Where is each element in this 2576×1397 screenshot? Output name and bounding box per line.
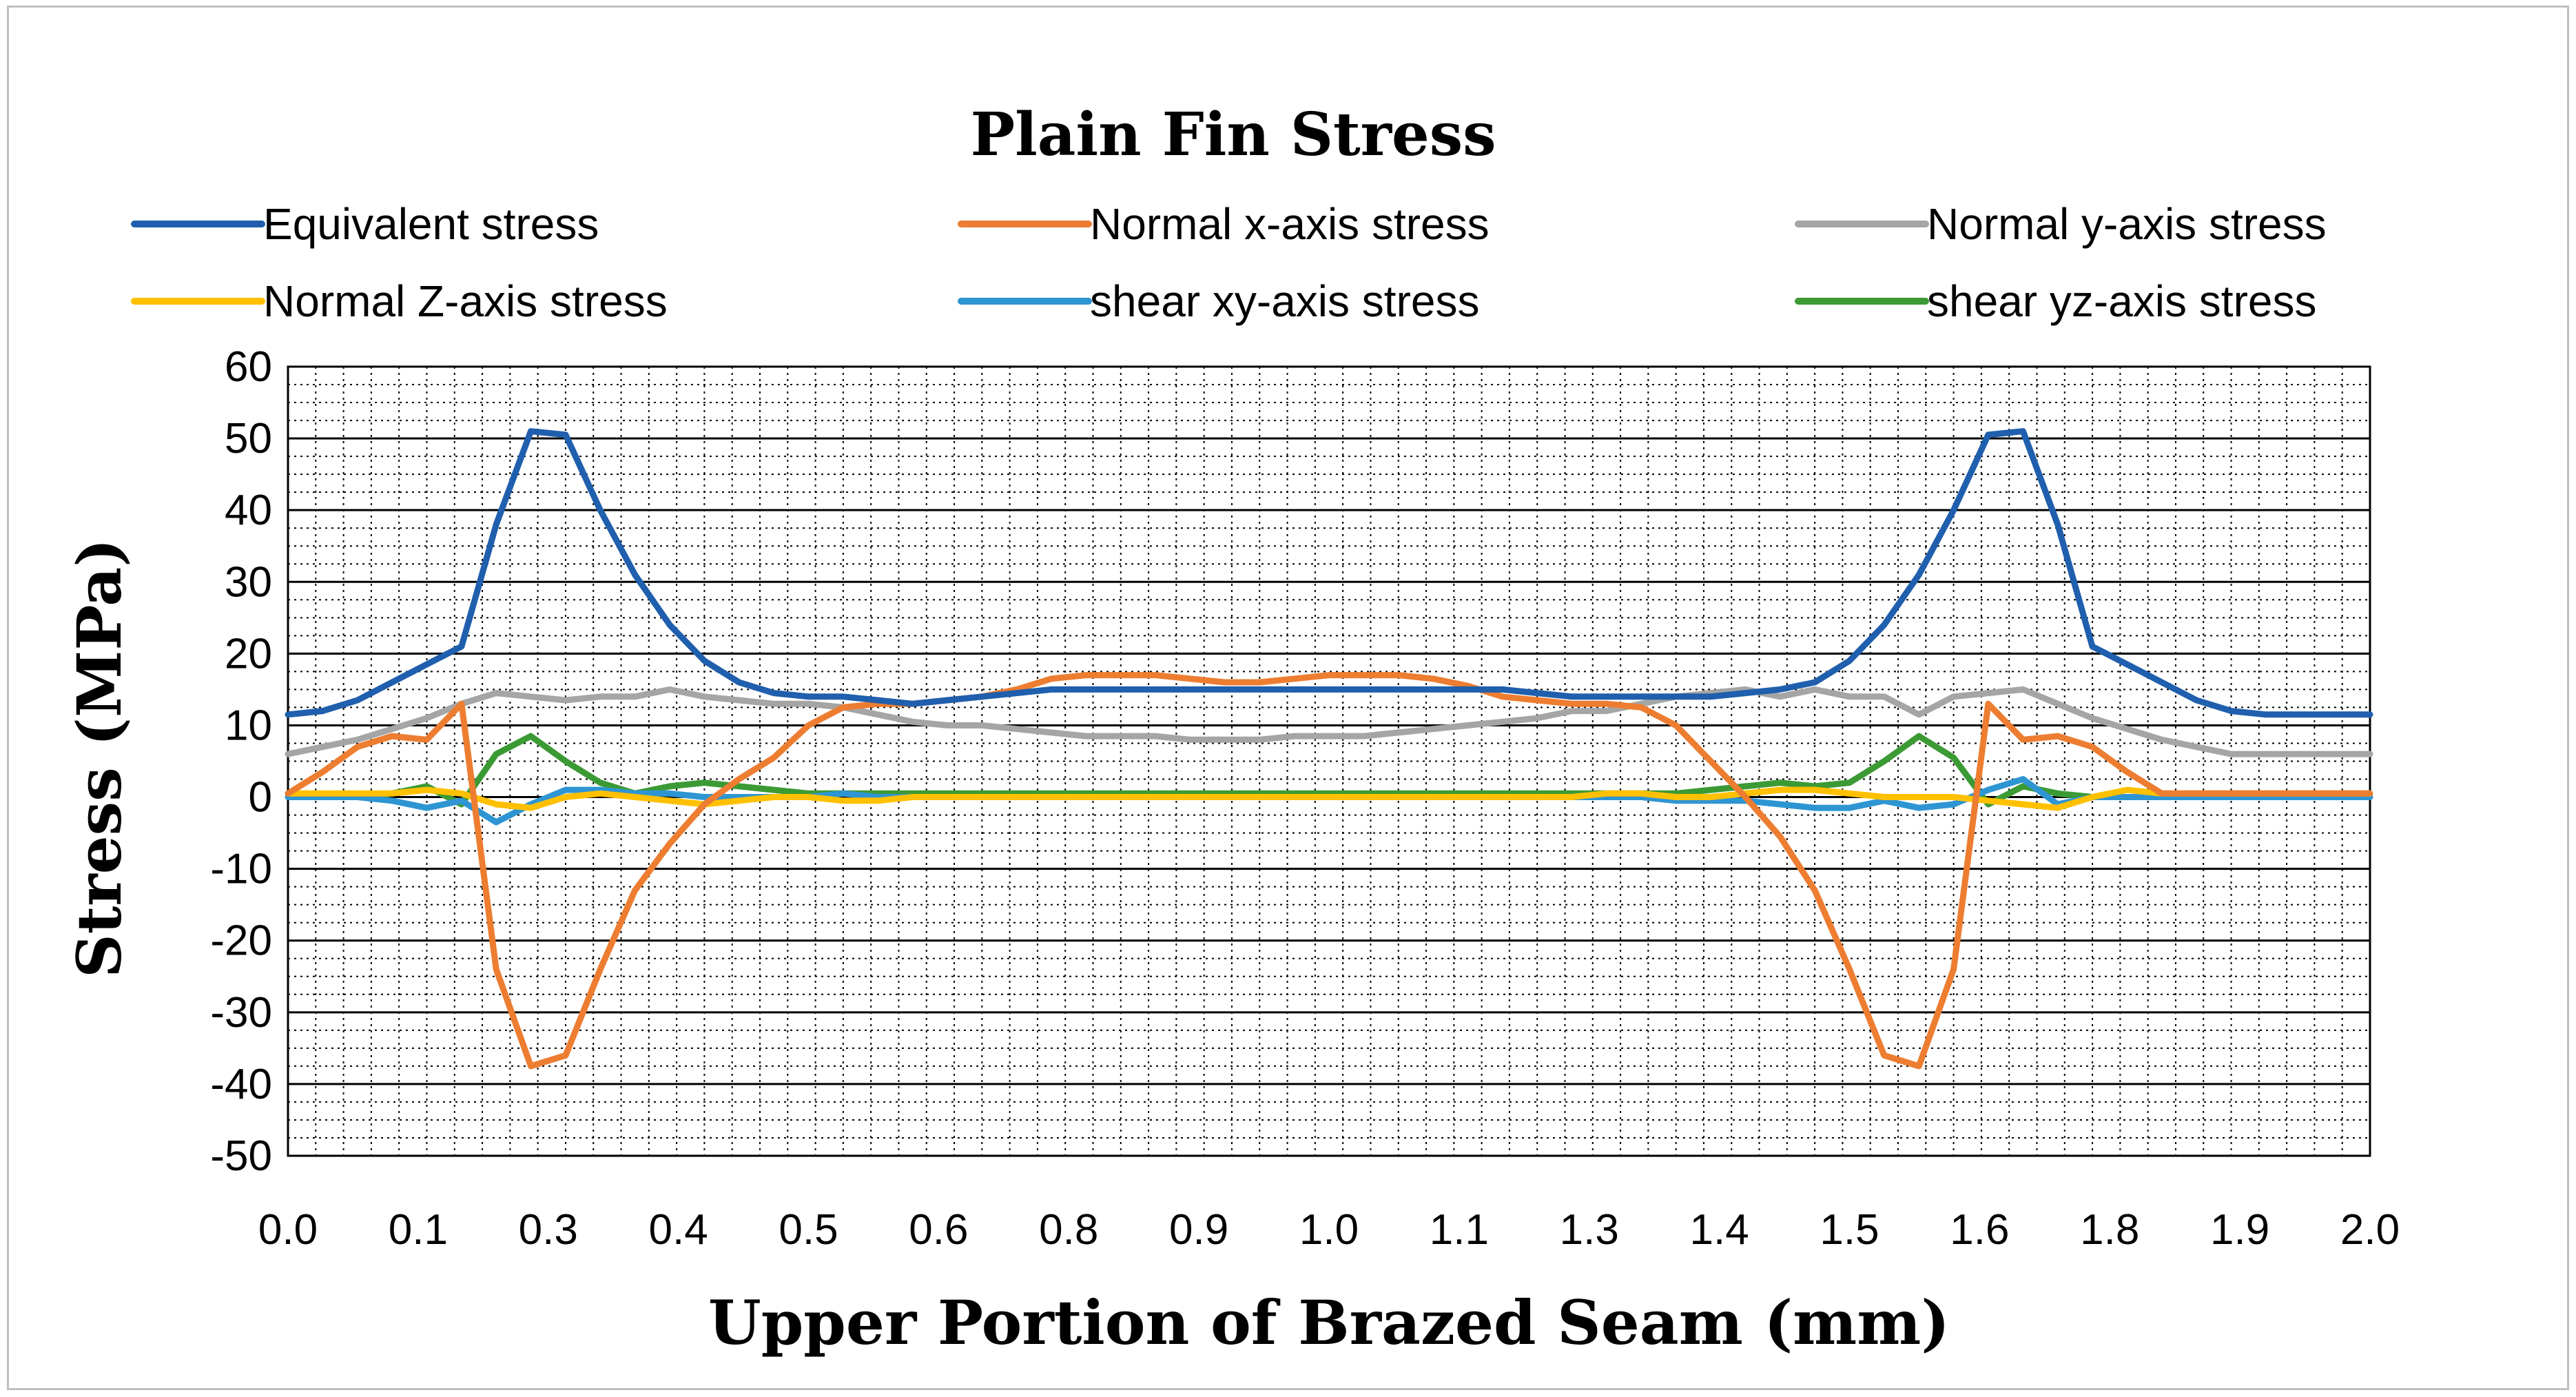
legend-label: shear yz-axis stress bbox=[1927, 276, 2316, 326]
x-tick-label: 0.4 bbox=[649, 1206, 708, 1254]
y-tick-label: 40 bbox=[225, 487, 272, 534]
x-axis-tick-labels: 0.0 0.1 0.3 0.4 0.5 0.6 0.8 0.9 1.0 1.1 1.3 1.4 1.5 1… bbox=[258, 1206, 2400, 1254]
y-tick-label: 20 bbox=[225, 630, 272, 677]
series-line-1 bbox=[285, 672, 2373, 1070]
legend-label: Normal y-axis stress bbox=[1927, 199, 2327, 249]
x-tick-label: 2.0 bbox=[2340, 1206, 2400, 1254]
y-axis-title: Stress (MPa) bbox=[63, 538, 135, 978]
legend-label: Equivalent stress bbox=[263, 199, 599, 249]
x-tick-label: 1.6 bbox=[1950, 1206, 2009, 1254]
legend: Equivalent stress Normal x-axis stress Nor… bbox=[131, 199, 2327, 326]
plot-area bbox=[288, 367, 2370, 1156]
y-tick-label: 60 bbox=[225, 343, 272, 391]
series-line-3 bbox=[285, 786, 2373, 811]
series-line-0 bbox=[285, 428, 2373, 718]
x-tick-label: 1.0 bbox=[1299, 1206, 1359, 1254]
y-tick-label: -20 bbox=[210, 917, 272, 965]
x-tick-label: 1.5 bbox=[1820, 1206, 1879, 1254]
x-tick-label: 0.0 bbox=[258, 1206, 318, 1254]
x-tick-label: 0.9 bbox=[1169, 1206, 1228, 1254]
series-line-2 bbox=[285, 686, 2373, 757]
series-lines bbox=[285, 428, 2373, 1070]
y-tick-label: 30 bbox=[225, 558, 272, 606]
legend-label: shear xy-axis stress bbox=[1090, 276, 1479, 326]
plot-border bbox=[287, 365, 2371, 1157]
y-tick-label: 50 bbox=[225, 415, 272, 462]
x-tick-label: 1.3 bbox=[1560, 1206, 1619, 1254]
y-tick-label: -40 bbox=[210, 1061, 272, 1108]
x-tick-label: 1.4 bbox=[1690, 1206, 1749, 1254]
x-tick-label: 1.9 bbox=[2210, 1206, 2269, 1254]
x-tick-label: 0.1 bbox=[389, 1206, 448, 1254]
x-tick-label: 1.1 bbox=[1430, 1206, 1489, 1254]
y-tick-label: 0 bbox=[249, 774, 272, 822]
y-axis-tick-labels: 60 50 40 30 20 10 0 -10 -20 -30 -40 -50 bbox=[210, 343, 272, 1180]
x-axis-title: Upper Portion of Brazed Seam (mm) bbox=[708, 1287, 1950, 1358]
x-tick-label: 0.3 bbox=[519, 1206, 578, 1254]
x-tick-label: 0.6 bbox=[909, 1206, 968, 1254]
y-tick-label: -10 bbox=[210, 846, 272, 893]
minor-grid bbox=[288, 367, 2370, 1156]
x-tick-label: 0.8 bbox=[1039, 1206, 1098, 1254]
y-tick-label: 10 bbox=[225, 702, 272, 749]
x-tick-label: 0.5 bbox=[779, 1206, 838, 1254]
legend-label: Normal Z-axis stress bbox=[263, 276, 668, 326]
legend-label: Normal x-axis stress bbox=[1090, 199, 1490, 249]
y-tick-label: -30 bbox=[210, 989, 272, 1037]
y-tick-label: -50 bbox=[210, 1132, 272, 1180]
x-tick-label: 1.8 bbox=[2080, 1206, 2139, 1254]
chart-title: Plain Fin Stress bbox=[970, 100, 1496, 170]
